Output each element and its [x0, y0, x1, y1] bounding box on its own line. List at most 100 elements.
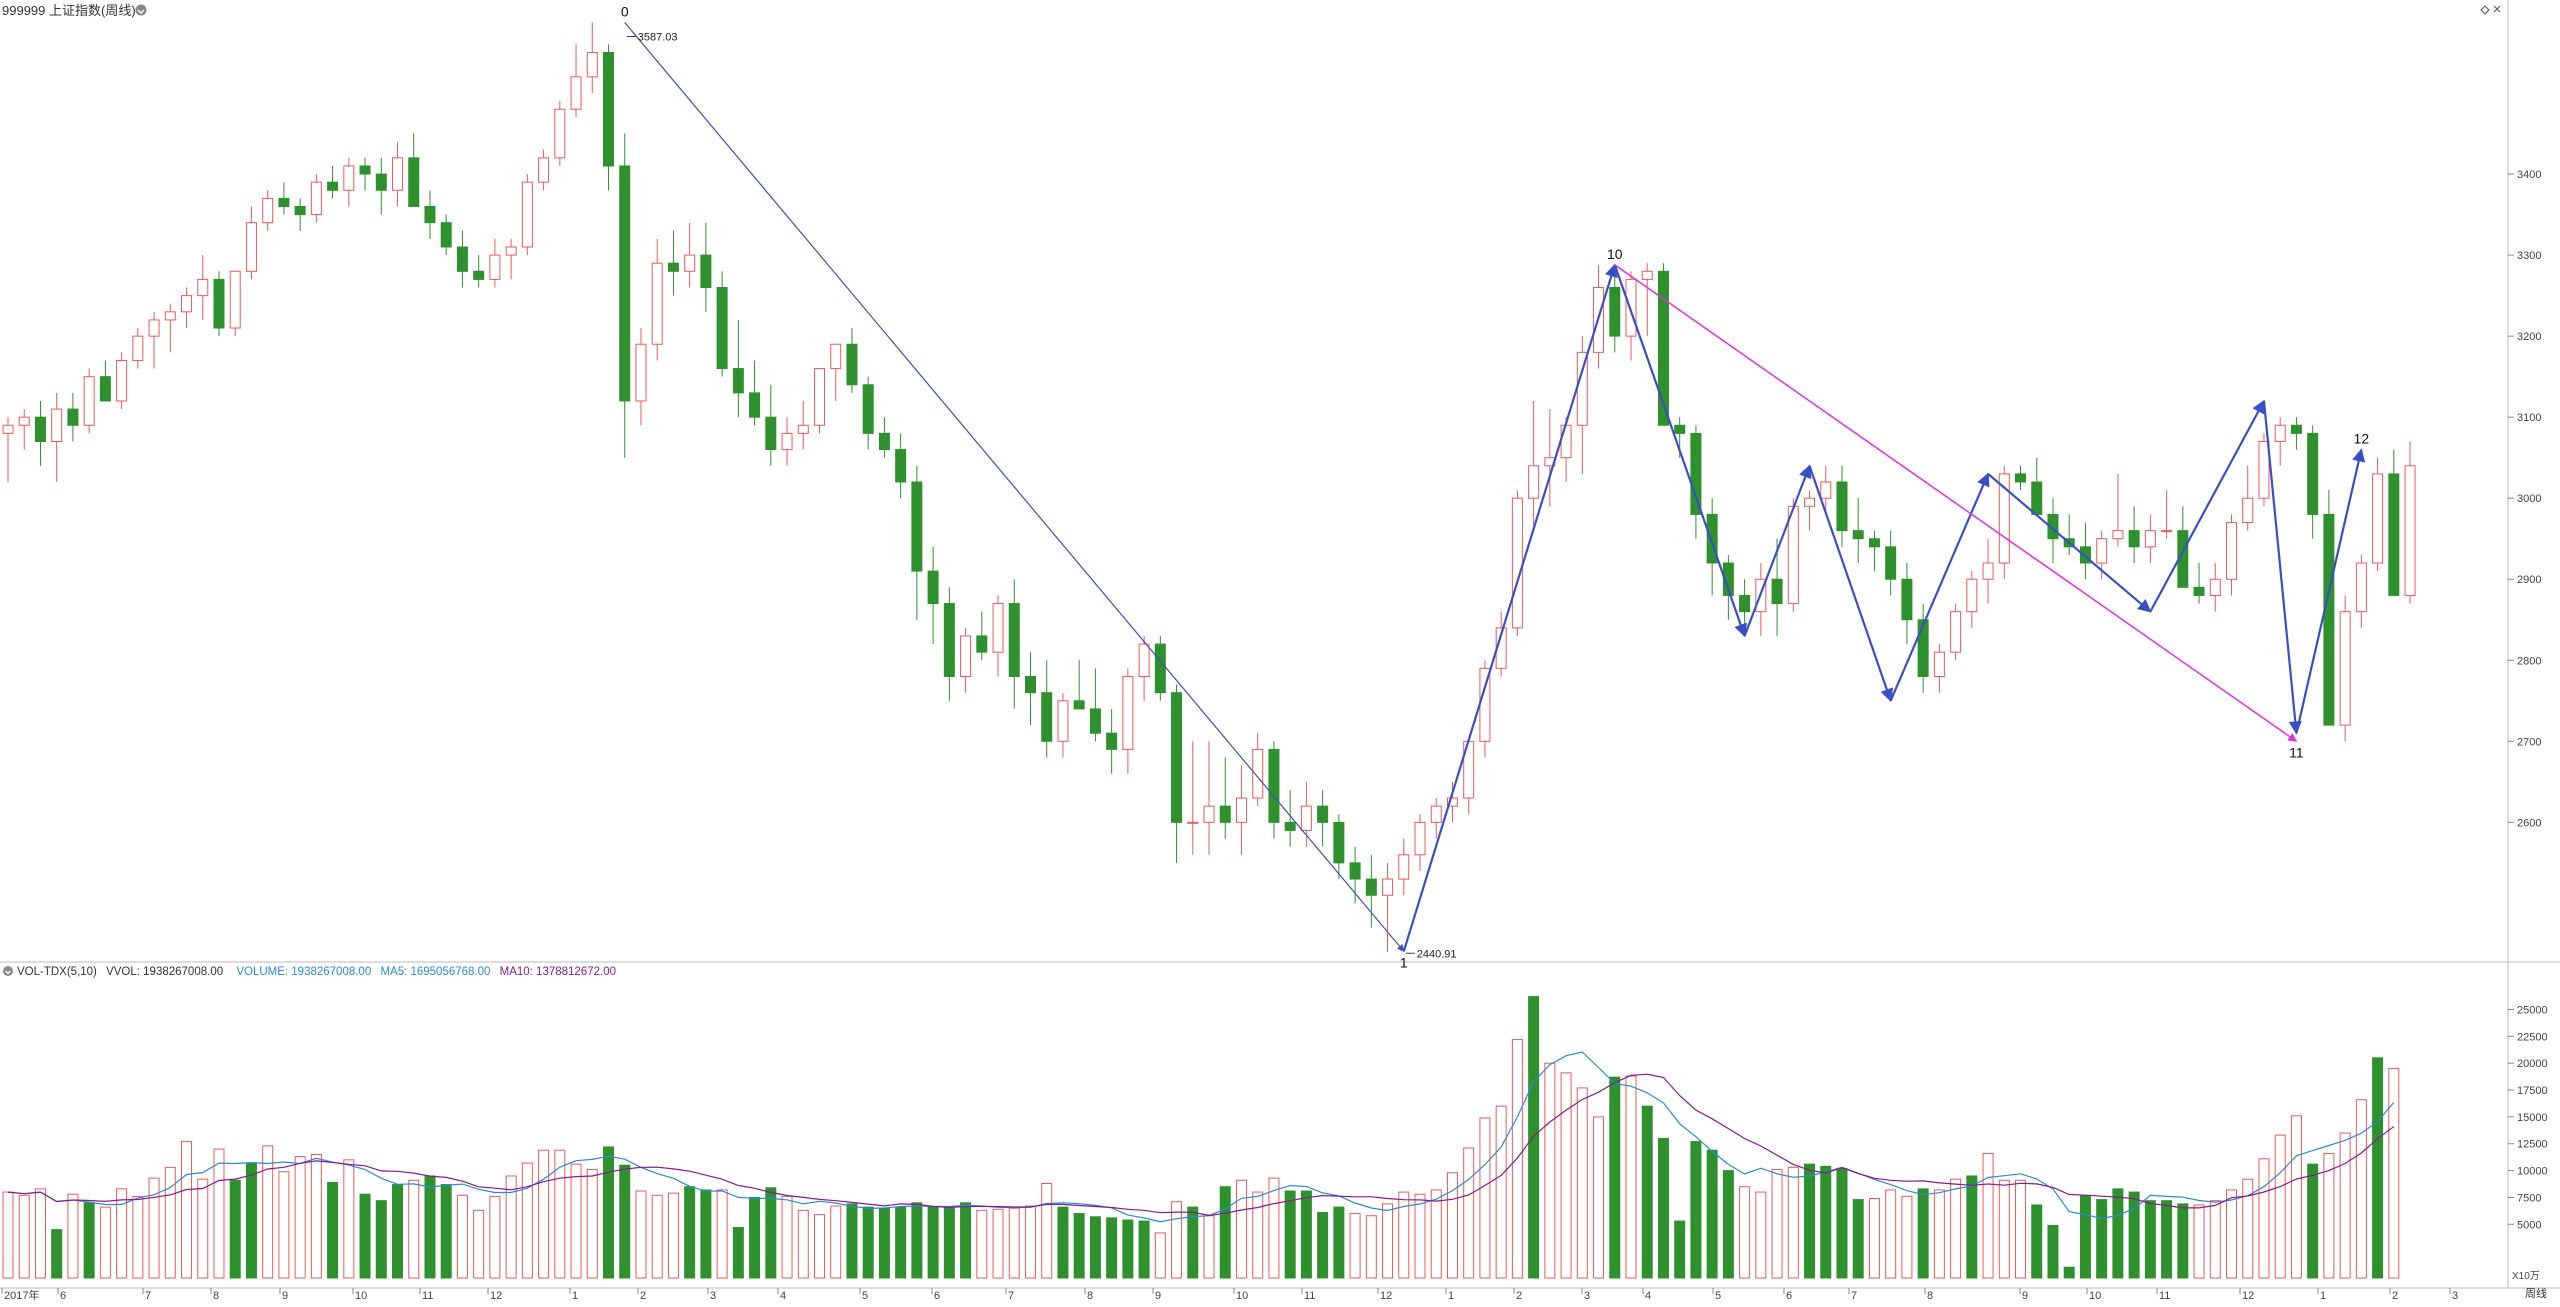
- candle-body-up: [1300, 805, 1312, 831]
- x-tick-label: 2: [2392, 1290, 2398, 1302]
- volume-bar-up: [1544, 1062, 1556, 1279]
- candle-body-down: [1024, 675, 1036, 694]
- volume-bar-down: [2177, 1203, 2189, 1279]
- candle: [2404, 441, 2416, 604]
- candle-body-down: [1917, 619, 1929, 677]
- x-tick-label: 12: [2242, 1290, 2254, 1302]
- candle: [878, 417, 890, 458]
- candle-body-up: [992, 603, 1004, 653]
- candle-body-up: [1446, 797, 1458, 807]
- candle: [895, 433, 907, 499]
- x-tick-label: 8: [213, 1290, 219, 1302]
- volume-ma5-line: [7, 1051, 2395, 1223]
- candle: [521, 174, 533, 256]
- candle: [229, 270, 241, 337]
- candle: [1755, 563, 1767, 636]
- candle-body-down: [2079, 546, 2091, 564]
- volume-bar-down: [684, 1186, 696, 1279]
- volume-bar-up: [1479, 1117, 1491, 1279]
- candle: [310, 174, 322, 223]
- candle: [1235, 765, 1247, 855]
- candle-body-down: [1609, 287, 1621, 337]
- candle: [34, 400, 46, 466]
- volume-bar-up: [181, 1141, 193, 1279]
- volume-bar-up: [651, 1194, 663, 1279]
- volume-header-icon[interactable]: [3, 966, 13, 976]
- volume-bar-down: [603, 1146, 615, 1279]
- candle: [992, 595, 1004, 677]
- volume-bar-up: [667, 1192, 679, 1279]
- candle-body-up: [1528, 465, 1540, 499]
- volume-bar-up: [99, 1206, 111, 1279]
- volume-bar-down: [1187, 1206, 1199, 1279]
- candle-body-up: [1138, 643, 1150, 677]
- volume-bar-down: [2144, 1200, 2156, 1279]
- candle-body-down: [1674, 424, 1686, 434]
- candle: [1154, 635, 1166, 701]
- volume-bar-up: [164, 1166, 176, 1279]
- volume-bar-down: [1804, 1163, 1816, 1279]
- candle: [343, 157, 355, 207]
- wave-line: [2295, 448, 2366, 734]
- volume-bar-up: [2193, 1204, 2205, 1279]
- volume-bar-up: [1414, 1193, 1426, 1279]
- volume-indicator-label: VOL-TDX(5,10): [17, 966, 97, 978]
- volume-bar-down: [2031, 1204, 2043, 1279]
- wave-line: [1808, 465, 1894, 703]
- volume-bar-down: [2128, 1191, 2140, 1279]
- candle-body-up: [1576, 351, 1588, 426]
- volume-bar-up: [797, 1209, 809, 1279]
- candle-body-down: [911, 481, 923, 572]
- title-settings-icon[interactable]: [135, 4, 147, 16]
- candle-body-up: [570, 76, 582, 110]
- candle-body-up: [310, 181, 322, 216]
- candle: [1868, 530, 1880, 572]
- volume-bar-up: [1885, 1189, 1897, 1279]
- x-tick-label: 11: [422, 1290, 433, 1302]
- volume-bar-down: [732, 1227, 744, 1279]
- volume-bar-down: [2079, 1194, 2091, 1279]
- x-tick-label: 9: [2022, 1290, 2028, 1302]
- volume-tick-label: 7500: [2517, 1192, 2541, 1204]
- candle-body-down: [862, 384, 874, 434]
- volume-bar-down: [327, 1181, 339, 1279]
- candle-body-down: [603, 52, 615, 167]
- volume-bar-up: [554, 1149, 566, 1279]
- chart-title: 999999 上证指数(周线): [2, 3, 136, 18]
- candle: [570, 44, 582, 118]
- volume-bar-up: [635, 1190, 647, 1279]
- candle: [148, 311, 160, 369]
- volume-bar-up: [456, 1194, 468, 1279]
- volume-bar-up: [521, 1162, 533, 1279]
- volume-bar-down: [700, 1189, 712, 1279]
- candle-body-up: [797, 424, 809, 434]
- candle-body-up: [245, 222, 257, 272]
- candle-body-down: [1722, 562, 1734, 596]
- candle-body-up: [1641, 270, 1653, 280]
- volume-value-label: VOLUME: 1938267008.00: [236, 966, 371, 978]
- candle-body-down: [2128, 530, 2140, 548]
- candle-body-up: [1203, 805, 1215, 823]
- candle-body-down: [1706, 513, 1718, 564]
- candle: [651, 238, 663, 361]
- candle-body-up: [1057, 700, 1069, 742]
- candle: [2290, 417, 2302, 450]
- candle-body-up: [684, 254, 696, 272]
- volume-tick-label: 20000: [2517, 1058, 2548, 1070]
- x-tick-label: 7: [1008, 1290, 1014, 1302]
- price-tick-label: 3200: [2517, 331, 2541, 343]
- x-tick-label: 4: [1645, 1290, 1651, 1302]
- candle: [2339, 595, 2351, 742]
- top-right-expand-icon[interactable]: [2480, 5, 2490, 15]
- candle-body-up: [1787, 505, 1799, 605]
- candle: [1008, 579, 1020, 709]
- top-right-close-icon[interactable]: [2493, 5, 2501, 13]
- price-panel: [2, 22, 2416, 952]
- candle-body-up: [2112, 530, 2124, 540]
- volume-bar-up: [781, 1195, 793, 1279]
- candle: [2274, 417, 2286, 466]
- candle-body-down: [375, 173, 387, 191]
- volume-bar-up: [976, 1209, 988, 1279]
- wave-point-label: 0: [621, 4, 629, 20]
- volume-bar-down: [1690, 1141, 1702, 1279]
